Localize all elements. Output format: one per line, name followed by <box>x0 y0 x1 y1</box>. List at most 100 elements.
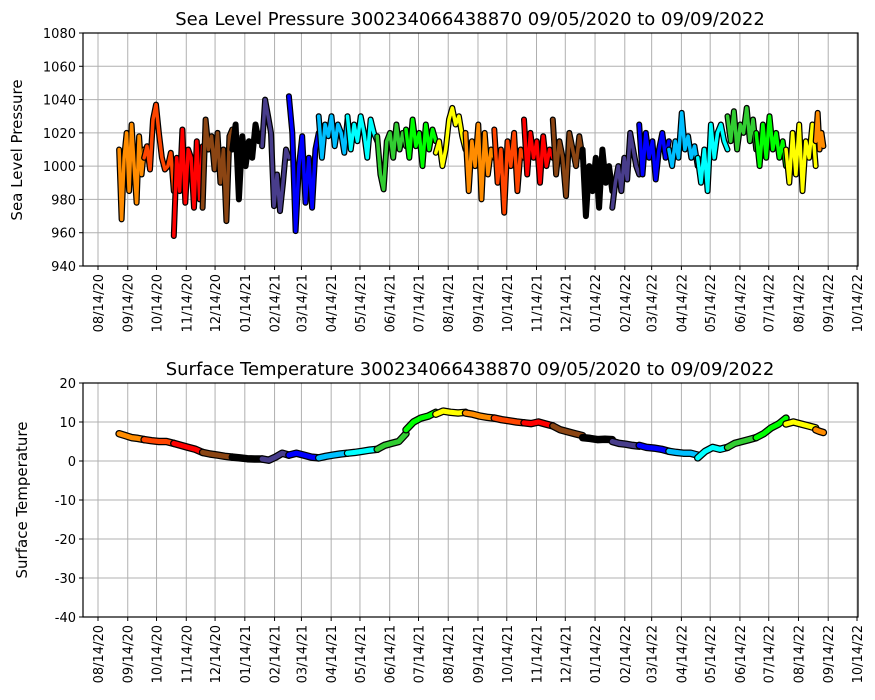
x-tick-label: 06/14/22 <box>734 274 749 332</box>
x-tick-label: 06/14/21 <box>384 625 399 683</box>
x-tick-label: 11/14/20 <box>180 274 195 332</box>
temperature-segment-24 <box>813 427 826 435</box>
temperature-segment-2 <box>171 440 206 455</box>
temperature-segment-17 <box>609 439 642 449</box>
x-tick-label: 08/14/21 <box>442 625 457 683</box>
x-tick-label: 09/14/21 <box>472 625 487 683</box>
x-tick-label: 09/14/22 <box>822 274 837 332</box>
pressure-segment-19 <box>667 111 700 168</box>
x-tick-label: 04/14/21 <box>325 274 340 332</box>
temperature-segment-0 <box>116 431 147 443</box>
temperature-segment-19 <box>666 448 701 458</box>
pressure-segment-7 <box>316 114 350 160</box>
x-tick-label: 09/14/20 <box>122 274 137 332</box>
x-tick-label: 09/14/21 <box>472 274 487 332</box>
pressure-segment-3 <box>200 117 235 223</box>
temperature-segment-9 <box>374 431 409 452</box>
temperature-segment-3 <box>200 449 235 460</box>
x-tick-label: 09/14/20 <box>122 625 137 683</box>
y-tick-label: 1020 <box>43 127 76 142</box>
pressure-segment-11 <box>434 106 468 168</box>
temperature-segment-5 <box>259 450 292 463</box>
y-tick-label: 1040 <box>43 94 76 109</box>
x-tick-label: 06/14/21 <box>384 274 399 332</box>
x-tick-label: 01/14/22 <box>589 274 604 332</box>
pressure-plot: 940 960 980 1000 1020 1040 1060 1080 08/14/20 09/… <box>43 27 866 332</box>
y-tick-label: -40 <box>55 611 76 626</box>
x-tick-label: 01/14/21 <box>239 274 254 332</box>
pressure-segment-10 <box>404 117 438 168</box>
x-tick-label: 03/14/22 <box>646 274 661 332</box>
pressure-segment-5 <box>260 97 291 213</box>
pressure-segment-6 <box>287 94 321 233</box>
x-tick-label: 08/14/20 <box>92 625 107 683</box>
y-tick-label: 980 <box>51 193 76 208</box>
x-tick-label: 01/14/21 <box>239 625 254 683</box>
pressure-segment-22 <box>754 114 788 168</box>
y-tick-label: 0 <box>68 455 76 470</box>
pressure-segment-12 <box>463 122 497 202</box>
pressure-segment-24 <box>813 111 826 152</box>
x-tick-label: 12/14/21 <box>559 274 574 332</box>
x-tick-label: 11/14/21 <box>531 625 546 683</box>
temperature-segment-1 <box>141 437 177 446</box>
y-tick-label: -30 <box>55 572 76 587</box>
temperature-segment-7 <box>316 450 350 461</box>
x-tick-label: 06/14/22 <box>734 625 749 683</box>
x-tick-label: 08/14/21 <box>442 274 457 332</box>
x-tick-label: 04/14/22 <box>675 625 690 683</box>
x-tick-label: 03/14/21 <box>295 625 310 683</box>
x-tick-label: 03/14/22 <box>646 625 661 683</box>
x-tick-label: 08/14/20 <box>92 274 107 332</box>
temperature-segment-6 <box>286 450 322 461</box>
x-tick-label: 12/14/20 <box>209 625 224 683</box>
x-tick-label: 05/14/22 <box>704 274 719 332</box>
x-tick-label: 05/14/22 <box>704 625 719 683</box>
x-tick-label: 05/14/21 <box>354 274 369 332</box>
x-tick-label: 12/14/20 <box>209 274 224 332</box>
pressure-segment-1 <box>142 102 176 193</box>
x-tick-label: 10/14/22 <box>851 274 866 332</box>
pressure-chart-title: Sea Level Pressure 300234066438870 09/05… <box>175 9 765 30</box>
y-tick-label: 1000 <box>43 160 76 175</box>
pressure-segment-9 <box>375 122 408 192</box>
pressure-segment-21 <box>725 106 758 152</box>
temperature-segment-4 <box>229 454 265 462</box>
x-tick-label: 02/14/22 <box>619 274 634 332</box>
x-tick-label: 02/14/21 <box>269 625 284 683</box>
temperature-chart-title: Surface Temperature 300234066438870 09/0… <box>166 359 775 380</box>
pressure-segment-2 <box>172 127 205 238</box>
temperature-y-axis-label: Surface Temperature <box>13 422 31 579</box>
temperature-segment-16 <box>580 435 615 443</box>
x-tick-label: 08/14/22 <box>792 625 807 683</box>
x-tick-label: 08/14/22 <box>792 274 807 332</box>
x-tick-label: 10/14/21 <box>501 274 516 332</box>
temperature-segment-13 <box>491 415 527 426</box>
temperature-segment-20 <box>695 444 730 461</box>
x-tick-label: 07/14/21 <box>412 625 427 683</box>
temperature-segment-12 <box>463 410 497 421</box>
x-tick-label: 11/14/20 <box>180 625 195 683</box>
x-tick-label: 02/14/21 <box>269 274 284 332</box>
temperature-segment-23 <box>783 419 819 431</box>
x-tick-label: 10/14/22 <box>851 625 866 683</box>
y-tick-label: -20 <box>55 533 76 548</box>
pressure-segment-0 <box>117 122 146 222</box>
y-tick-label: -10 <box>55 494 76 509</box>
pressure-segment-8 <box>345 114 379 160</box>
axes-frame <box>82 32 859 267</box>
pressure-segment-18 <box>637 122 671 182</box>
pressure-segment-4 <box>230 122 264 202</box>
y-tick-label: 10 <box>59 416 76 431</box>
x-tick-label: 10/14/20 <box>151 625 166 683</box>
x-tick-label: 10/14/21 <box>501 625 516 683</box>
x-tick-label: 07/14/21 <box>412 274 427 332</box>
x-tick-label: 02/14/22 <box>619 625 634 683</box>
temperature-segment-11 <box>433 408 468 417</box>
temperature-segment-10 <box>403 409 439 433</box>
axes-frame <box>82 382 859 618</box>
temperature-segment-21 <box>725 435 759 450</box>
x-tick-label: 01/14/22 <box>589 625 604 683</box>
x-tick-label: 04/14/21 <box>325 625 340 683</box>
